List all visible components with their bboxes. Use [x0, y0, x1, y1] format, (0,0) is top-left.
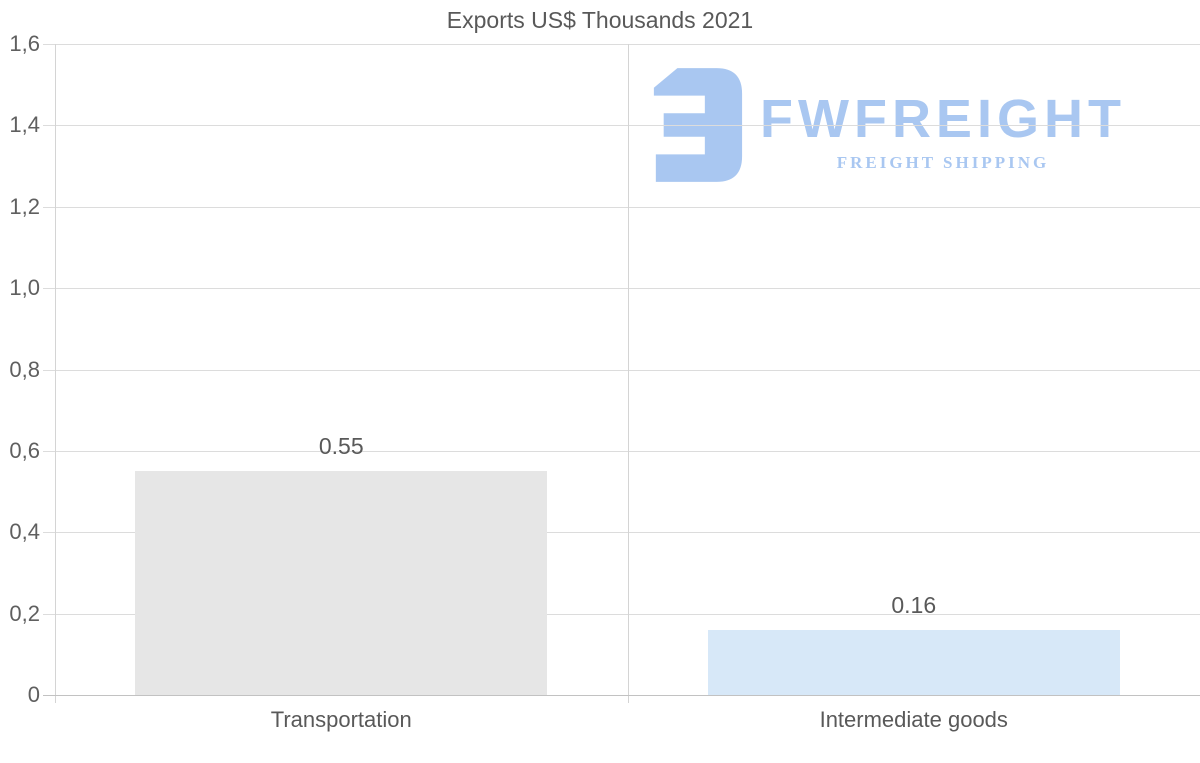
y-tick-label: 1,4 — [9, 112, 40, 138]
x-category-label: Transportation — [270, 707, 412, 732]
bar-value-label: 0.16 — [891, 591, 937, 618]
y-axis-line — [55, 44, 56, 703]
y-gridline — [43, 125, 1200, 127]
y-gridline — [43, 206, 1200, 208]
brand-logo: FWFREIGHT FREIGHT SHIPPING — [648, 66, 1126, 184]
x-axis-baseline — [43, 695, 1200, 696]
y-tick-label: 0,2 — [9, 600, 40, 626]
y-gridline — [43, 44, 1200, 45]
bar-value-label: 0.55 — [318, 433, 364, 460]
brand-name: FWFREIGHT — [760, 88, 1126, 149]
y-tick-label: 0,8 — [9, 356, 40, 382]
y-tick-label: 1,2 — [9, 193, 40, 219]
y-tick-label: 0,4 — [9, 519, 40, 545]
bar-transportation — [135, 471, 548, 695]
chart-title: Exports US$ Thousands 2021 — [446, 7, 754, 33]
bar-intermediate-goods — [707, 629, 1120, 695]
y-gridline — [43, 288, 1200, 290]
fwfreight-logo-icon — [653, 68, 743, 182]
brand-text-block: FWFREIGHT FREIGHT SHIPPING — [760, 78, 1126, 173]
y-gridline — [43, 613, 1200, 615]
y-tick-label: 0,6 — [9, 437, 40, 463]
y-tick-label: 1,6 — [9, 31, 40, 56]
x-category-label: Intermediate goods — [819, 707, 1008, 732]
y-gridline — [43, 532, 1200, 534]
y-gridline — [43, 450, 1200, 452]
y-tick-label: 1,0 — [9, 275, 40, 301]
category-separator-line — [627, 44, 629, 703]
y-tick-label: 0 — [27, 682, 40, 707]
brand-tagline: FREIGHT SHIPPING — [836, 152, 1050, 172]
y-gridline — [43, 369, 1200, 371]
